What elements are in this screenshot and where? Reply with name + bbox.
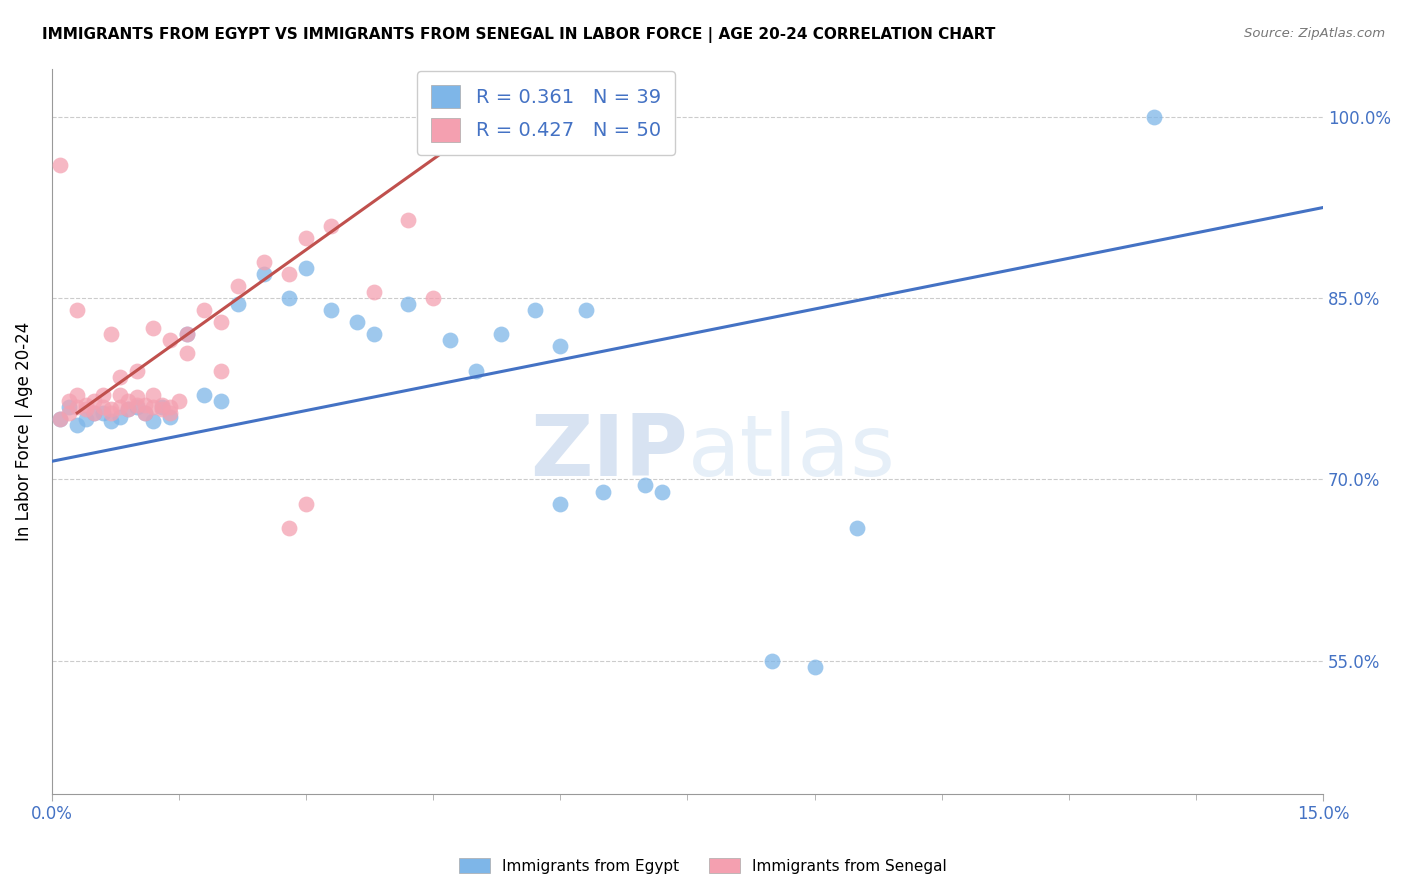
Point — [100, 402, 122, 417]
Point — [117, 393, 139, 408]
Point — [100, 327, 122, 342]
Point — [295, 231, 318, 245]
Point — [363, 285, 385, 299]
Point — [193, 388, 215, 402]
Point — [253, 255, 276, 269]
Y-axis label: In Labor Force | Age 20-24: In Labor Force | Age 20-24 — [15, 321, 32, 541]
Point — [117, 402, 139, 417]
Point — [100, 414, 122, 428]
Point — [83, 393, 105, 408]
Point — [550, 339, 572, 353]
Point — [58, 406, 80, 420]
Point — [167, 393, 190, 408]
Point — [761, 654, 783, 668]
Point — [125, 400, 148, 414]
Point — [159, 406, 181, 420]
Point — [142, 400, 165, 414]
Point — [142, 388, 165, 402]
Point — [575, 303, 598, 318]
Point — [108, 388, 131, 402]
Point — [278, 291, 301, 305]
Point — [592, 484, 614, 499]
Point — [142, 321, 165, 335]
Point — [150, 400, 173, 414]
Point — [66, 303, 89, 318]
Point — [253, 267, 276, 281]
Point — [321, 303, 343, 318]
Point — [58, 400, 80, 414]
Point — [321, 219, 343, 233]
Point — [108, 400, 131, 414]
Point — [209, 315, 232, 329]
Point — [209, 393, 232, 408]
Text: Source: ZipAtlas.com: Source: ZipAtlas.com — [1244, 27, 1385, 40]
Point — [134, 397, 156, 411]
Point — [125, 364, 148, 378]
Point — [117, 402, 139, 417]
Text: IMMIGRANTS FROM EGYPT VS IMMIGRANTS FROM SENEGAL IN LABOR FORCE | AGE 20-24 CORR: IMMIGRANTS FROM EGYPT VS IMMIGRANTS FROM… — [42, 27, 995, 43]
Point — [422, 291, 444, 305]
Point — [83, 406, 105, 420]
Point — [159, 409, 181, 424]
Point — [66, 418, 89, 433]
Point — [363, 327, 385, 342]
Point — [846, 521, 869, 535]
Point — [550, 497, 572, 511]
Point — [396, 212, 419, 227]
Point — [396, 297, 419, 311]
Point — [66, 388, 89, 402]
Point — [295, 497, 318, 511]
Point — [193, 303, 215, 318]
Point — [49, 158, 72, 172]
Point — [439, 334, 461, 348]
Point — [150, 397, 173, 411]
Point — [75, 397, 97, 411]
Point — [83, 406, 105, 420]
Point — [91, 400, 114, 414]
Text: ZIP: ZIP — [530, 411, 688, 494]
Point — [278, 267, 301, 281]
Point — [49, 412, 72, 426]
Point — [176, 345, 198, 359]
Point — [278, 521, 301, 535]
Point — [226, 279, 249, 293]
Legend: Immigrants from Egypt, Immigrants from Senegal: Immigrants from Egypt, Immigrants from S… — [453, 852, 953, 880]
Point — [803, 660, 825, 674]
Point — [651, 484, 673, 499]
Point — [295, 260, 318, 275]
Point — [176, 327, 198, 342]
Point — [176, 327, 198, 342]
Point — [108, 409, 131, 424]
Point — [134, 406, 156, 420]
Point — [75, 412, 97, 426]
Point — [159, 334, 181, 348]
Point — [125, 397, 148, 411]
Point — [91, 388, 114, 402]
Point — [159, 400, 181, 414]
Point — [209, 364, 232, 378]
Point — [523, 303, 546, 318]
Point — [634, 478, 657, 492]
Point — [58, 393, 80, 408]
Text: atlas: atlas — [688, 411, 896, 494]
Point — [100, 406, 122, 420]
Point — [489, 327, 512, 342]
Point — [66, 400, 89, 414]
Point — [150, 402, 173, 417]
Point — [108, 369, 131, 384]
Point — [91, 406, 114, 420]
Point — [1142, 110, 1164, 124]
Point — [464, 364, 486, 378]
Point — [125, 390, 148, 404]
Point — [134, 406, 156, 420]
Point — [49, 412, 72, 426]
Point — [75, 402, 97, 417]
Point — [226, 297, 249, 311]
Point — [346, 315, 368, 329]
Point — [142, 414, 165, 428]
Legend: R = 0.361   N = 39, R = 0.427   N = 50: R = 0.361 N = 39, R = 0.427 N = 50 — [418, 71, 675, 155]
